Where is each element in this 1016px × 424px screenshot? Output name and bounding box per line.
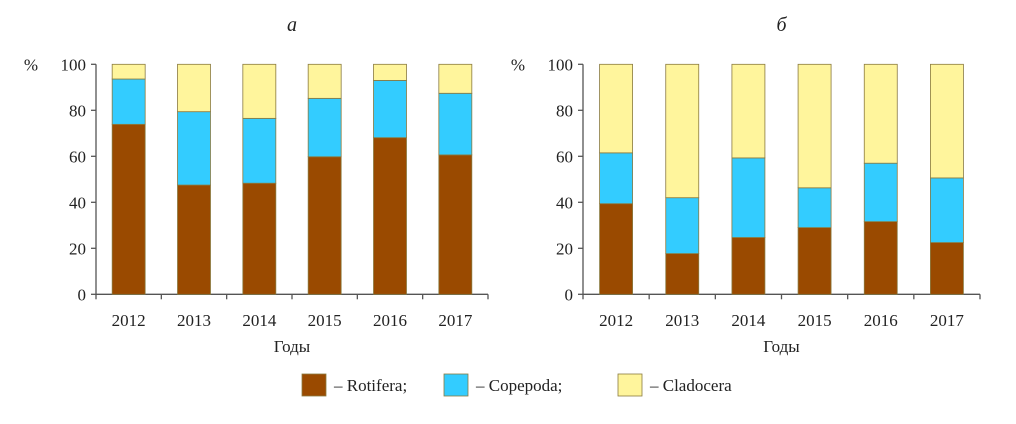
x-tick-label: 2012 bbox=[599, 311, 633, 330]
bar-cladocera-2015 bbox=[307, 63, 342, 99]
bar-copepoda-2017 bbox=[930, 177, 964, 243]
x-tick-label: 2013 bbox=[177, 311, 211, 330]
bar-cladocera-2014 bbox=[242, 63, 277, 119]
bar-rotifera-2014 bbox=[242, 182, 277, 295]
bar-rotifera-2015 bbox=[797, 227, 832, 295]
legend-label-cladocera: – Cladocera bbox=[649, 376, 732, 395]
y-tick-label: 60 bbox=[69, 147, 86, 166]
bar-rotifera-2016 bbox=[373, 137, 407, 295]
bar-copepoda-2015 bbox=[307, 97, 342, 158]
bar-copepoda-2013 bbox=[665, 197, 700, 254]
bar-rotifera-2012 bbox=[599, 203, 633, 295]
y-tick-label: 0 bbox=[565, 285, 574, 304]
bar-rotifera-2013 bbox=[177, 184, 211, 295]
x-axis-label: Годы bbox=[763, 337, 800, 356]
y-axis-label: % bbox=[511, 55, 525, 74]
bar-cladocera-2014 bbox=[731, 63, 766, 159]
x-tick-label: 2016 bbox=[373, 311, 407, 330]
y-tick-label: 100 bbox=[61, 55, 87, 74]
legend-label-rotifera: – Rotifera; bbox=[333, 376, 407, 395]
y-tick-label: 20 bbox=[69, 239, 86, 258]
x-tick-label: 2015 bbox=[308, 311, 342, 330]
x-tick-label: 2013 bbox=[665, 311, 699, 330]
bar-copepoda-2014 bbox=[731, 157, 766, 238]
bar-rotifera-2017 bbox=[438, 154, 473, 295]
x-tick-label: 2014 bbox=[242, 311, 277, 330]
y-tick-label: 80 bbox=[69, 101, 86, 120]
y-tick-label: 100 bbox=[548, 55, 574, 74]
bar-cladocera-2012 bbox=[599, 63, 633, 154]
bar-rotifera-2015 bbox=[307, 156, 342, 295]
x-tick-label: 2017 bbox=[930, 311, 965, 330]
x-tick-label: 2014 bbox=[731, 311, 766, 330]
bar-rotifera-2016 bbox=[863, 221, 898, 295]
bar-copepoda-2015 bbox=[797, 187, 832, 228]
bar-cladocera-2013 bbox=[177, 63, 211, 113]
bar-copepoda-2017 bbox=[438, 92, 473, 156]
bar-cladocera-2013 bbox=[665, 63, 700, 199]
x-tick-label: 2017 bbox=[438, 311, 473, 330]
bar-copepoda-2014 bbox=[242, 117, 277, 184]
x-tick-label: 2015 bbox=[798, 311, 832, 330]
y-tick-label: 0 bbox=[78, 285, 87, 304]
bar-cladocera-2015 bbox=[797, 63, 832, 189]
bar-cladocera-2016 bbox=[863, 63, 898, 164]
y-tick-label: 40 bbox=[556, 193, 573, 212]
x-axis-label: Годы bbox=[274, 337, 311, 356]
legend-swatch-cladocera bbox=[617, 373, 643, 397]
bar-copepoda-2016 bbox=[373, 80, 407, 139]
y-tick-label: 40 bbox=[69, 193, 86, 212]
bar-copepoda-2016 bbox=[863, 162, 898, 223]
legend-swatch-rotifera bbox=[301, 373, 327, 397]
bar-rotifera-2012 bbox=[111, 123, 146, 295]
legend-label-copepoda: – Copepoda; bbox=[475, 376, 562, 395]
chart-title-0: а bbox=[287, 14, 297, 36]
bar-cladocera-2017 bbox=[930, 63, 964, 179]
chart-title-1: б bbox=[776, 14, 787, 36]
bar-rotifera-2014 bbox=[731, 237, 766, 295]
bar-rotifera-2017 bbox=[930, 242, 964, 295]
bar-copepoda-2012 bbox=[111, 78, 146, 125]
legend-swatch-copepoda bbox=[443, 373, 469, 397]
x-tick-label: 2012 bbox=[112, 311, 146, 330]
bar-rotifera-2013 bbox=[665, 253, 700, 295]
bar-cladocera-2017 bbox=[438, 63, 473, 94]
bar-copepoda-2013 bbox=[177, 111, 211, 186]
bar-cladocera-2012 bbox=[111, 63, 146, 80]
y-tick-label: 60 bbox=[556, 147, 573, 166]
bar-cladocera-2016 bbox=[373, 63, 407, 81]
y-axis-label: % bbox=[24, 55, 38, 74]
bar-copepoda-2012 bbox=[599, 152, 633, 205]
x-tick-label: 2016 bbox=[864, 311, 898, 330]
y-tick-label: 80 bbox=[556, 101, 573, 120]
y-tick-label: 20 bbox=[556, 239, 573, 258]
